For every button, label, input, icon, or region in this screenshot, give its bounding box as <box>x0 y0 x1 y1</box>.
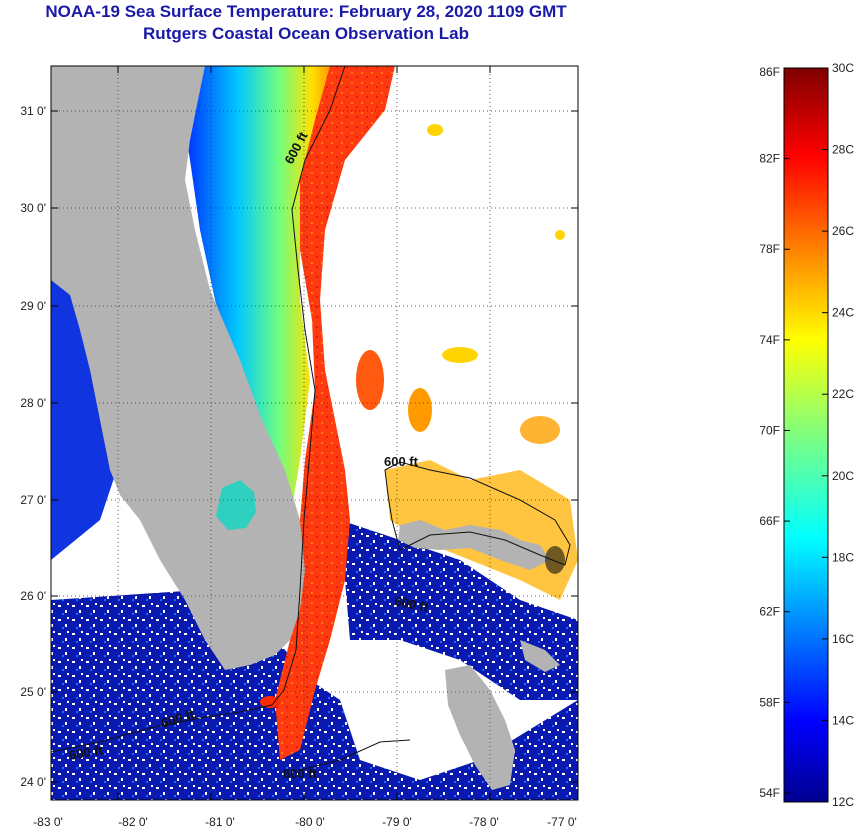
colorbar-f-label: 58F <box>759 695 780 709</box>
cold-water-bahamas <box>340 520 578 700</box>
colorbar-f-label: 54F <box>759 786 780 800</box>
colorbar-f-label: 66F <box>759 514 780 528</box>
bahamas-land-east <box>520 640 560 672</box>
warm-patch-6 <box>427 124 443 136</box>
warm-patch-3 <box>442 347 478 363</box>
colorbar-c-label: 12C <box>832 795 854 809</box>
colorbar-f-label: 82F <box>759 152 780 166</box>
lon-label-78: -78 0' <box>469 815 499 829</box>
colorbar-c-label: 14C <box>832 713 854 727</box>
lon-label-81: -81 0' <box>205 815 235 829</box>
contour-label-3: 600 ft <box>393 593 430 615</box>
map-title: NOAA-19 Sea Surface Temperature: Februar… <box>45 2 567 21</box>
colorbar-c-label: 20C <box>832 469 854 483</box>
isobath-600ft-east <box>271 66 346 706</box>
colorbar-c-label: 28C <box>832 143 854 157</box>
lake-okeechobee <box>216 480 256 530</box>
colorbar <box>783 67 829 803</box>
lon-label-83: -83 0' <box>33 815 63 829</box>
colorbar-celsius-labels: 30C 28C 26C 24C 22C 20C 18C 16C 14C 12C <box>832 61 854 809</box>
lat-ticks <box>51 110 578 783</box>
colorbar-f-label: 62F <box>759 605 780 619</box>
dark-patch <box>545 546 565 574</box>
gulf-stream <box>275 66 395 760</box>
lon-label-80: -80 0' <box>295 815 325 829</box>
colorbar-ticks <box>784 67 828 803</box>
colorbar-c-label: 16C <box>832 632 854 646</box>
lon-label-79: -79 0' <box>382 815 412 829</box>
cold-water-south <box>51 590 578 800</box>
andros-island <box>445 665 515 790</box>
warm-patch-5 <box>555 230 565 240</box>
lon-ticks <box>117 66 491 800</box>
colorbar-fahrenheit-labels: 86F 82F 78F 74F 70F 66F 62F 58F 54F <box>759 65 780 800</box>
colorbar-c-label: 30C <box>832 61 854 75</box>
map-image: 600 ft 600 ft 600 ft 600 ft 600 ft 600 f… <box>51 66 578 800</box>
contour-label-6: 600 ft <box>283 766 318 781</box>
lat-label-29: 29 0' <box>20 299 46 313</box>
colorbar-c-label: 18C <box>832 550 854 564</box>
contour-label-2: 600 ft <box>384 454 419 469</box>
colorbar-c-label: 22C <box>832 387 854 401</box>
contour-label-5: 600 ft <box>68 742 105 763</box>
colorbar-f-label: 86F <box>759 65 780 79</box>
lat-label-28: 28 0' <box>20 396 46 410</box>
lat-label-27: 27 0' <box>20 493 46 507</box>
isobath-600ft-bahamas <box>384 461 571 566</box>
map-frame <box>50 65 579 801</box>
warm-patch-1 <box>408 388 432 432</box>
lon-label-77: -77 0' <box>547 815 577 829</box>
colorbar-c-label: 26C <box>832 224 854 238</box>
colorbar-c-label: 24C <box>832 306 854 320</box>
lat-label-30: 30 0' <box>20 201 46 215</box>
colorbar-f-label: 70F <box>759 423 780 437</box>
bahamas-land-north <box>398 520 550 570</box>
lat-label-31: 31 0' <box>20 104 46 118</box>
colorbar-f-label: 74F <box>759 333 780 347</box>
map-subtitle: Rutgers Coastal Ocean Observation Lab <box>143 24 469 43</box>
lon-label-82: -82 0' <box>118 815 148 829</box>
warm-patch-2 <box>356 350 384 410</box>
lat-label-25: 25 0' <box>20 685 46 699</box>
gulf-coastal-water <box>51 250 120 560</box>
warm-pool-keys <box>260 696 280 708</box>
isobath-600ft-cuba <box>299 739 411 771</box>
lat-label-26: 26 0' <box>20 589 46 603</box>
colorbar-f-label: 78F <box>759 242 780 256</box>
lat-label-24: 24 0' <box>20 775 46 789</box>
isobath-600ft-south <box>51 704 273 753</box>
warm-patch-4 <box>520 416 560 444</box>
